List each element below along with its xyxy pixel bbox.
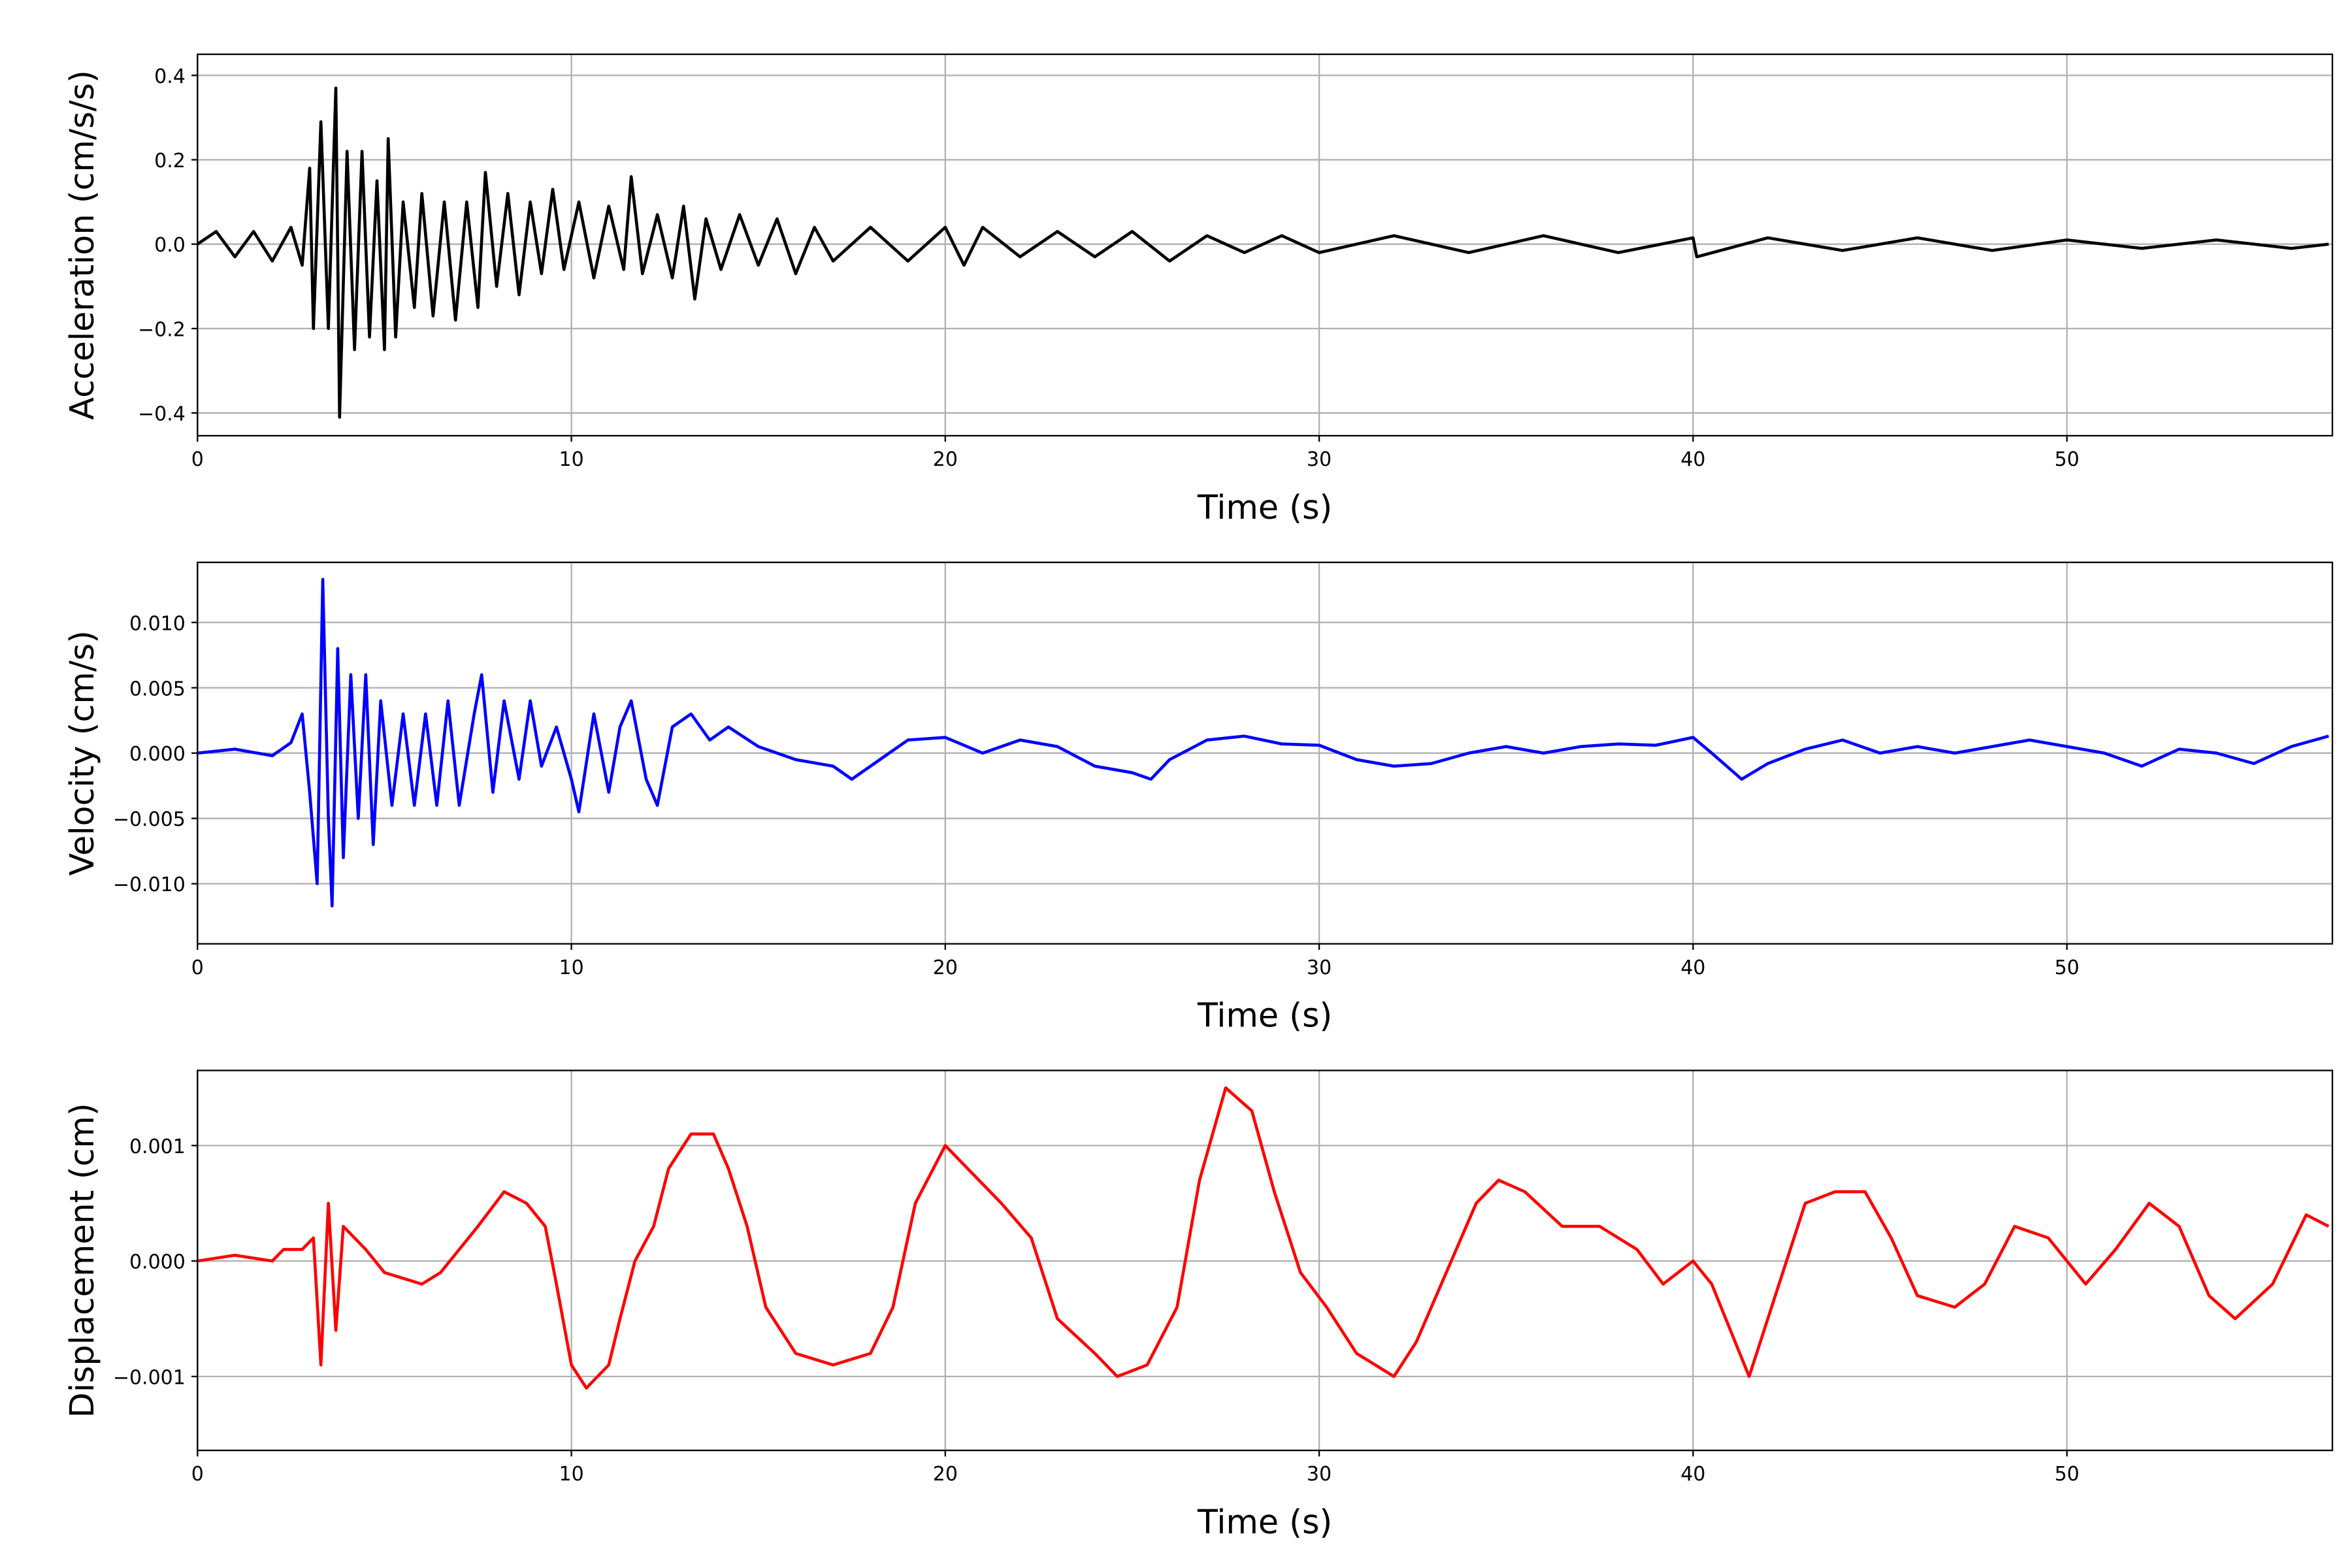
x-tick-label: 20 [933, 956, 958, 979]
x-tick-label: 40 [1680, 448, 1705, 471]
y-tick-label: −0.2 [138, 318, 186, 341]
y-tick-label: 0.000 [129, 743, 186, 766]
x-tick-label: 0 [191, 1463, 204, 1486]
x-tick-label: 30 [1307, 1463, 1331, 1486]
y-tick-label: 0.005 [129, 678, 186, 700]
x-tick-label: 20 [933, 448, 958, 471]
x-axis-label: Time (s) [1197, 996, 1332, 1035]
x-tick-label: 40 [1680, 956, 1705, 979]
x-tick-label: 30 [1307, 448, 1331, 471]
y-tick-label: −0.001 [113, 1366, 186, 1389]
y-tick-label: 0.000 [129, 1251, 186, 1274]
x-tick-label: 40 [1680, 1463, 1705, 1486]
y-tick-label: 0.4 [154, 65, 186, 88]
plot-frame [197, 561, 2334, 945]
x-tick-label: 20 [933, 1463, 958, 1486]
y-tick-label: −0.005 [113, 808, 186, 831]
x-tick-label: 50 [2055, 956, 2080, 979]
plot-frame [197, 1070, 2334, 1452]
x-tick-label: 10 [559, 956, 583, 979]
data-line [197, 578, 2329, 907]
data-line [197, 1086, 2330, 1390]
x-tick-label: 10 [559, 448, 583, 471]
x-tick-label: 10 [559, 1463, 583, 1486]
y-tick-label: 0.0 [154, 234, 186, 257]
y-tick-label: 0.010 [129, 612, 186, 635]
y-axis-label: Velocity (cm/s) [63, 630, 101, 876]
x-tick-label: 30 [1307, 956, 1331, 979]
x-tick-label: 50 [2055, 1463, 2080, 1486]
y-tick-label: −0.010 [113, 874, 186, 896]
y-tick-label: 0.2 [154, 150, 186, 172]
y-axis-label: Displacement (cm) [63, 1103, 101, 1418]
plot-frame [197, 53, 2334, 437]
x-tick-label: 50 [2055, 448, 2080, 471]
y-axis-label: Acceleration (cm/s/s) [63, 70, 101, 420]
x-axis-label: Time (s) [1197, 1503, 1332, 1541]
x-tick-label: 0 [191, 448, 204, 471]
x-tick-label: 0 [191, 956, 204, 979]
data-line [197, 86, 2329, 419]
y-tick-label: −0.4 [138, 403, 186, 426]
x-axis-label: Time (s) [1197, 488, 1332, 527]
y-tick-label: 0.001 [129, 1135, 186, 1158]
